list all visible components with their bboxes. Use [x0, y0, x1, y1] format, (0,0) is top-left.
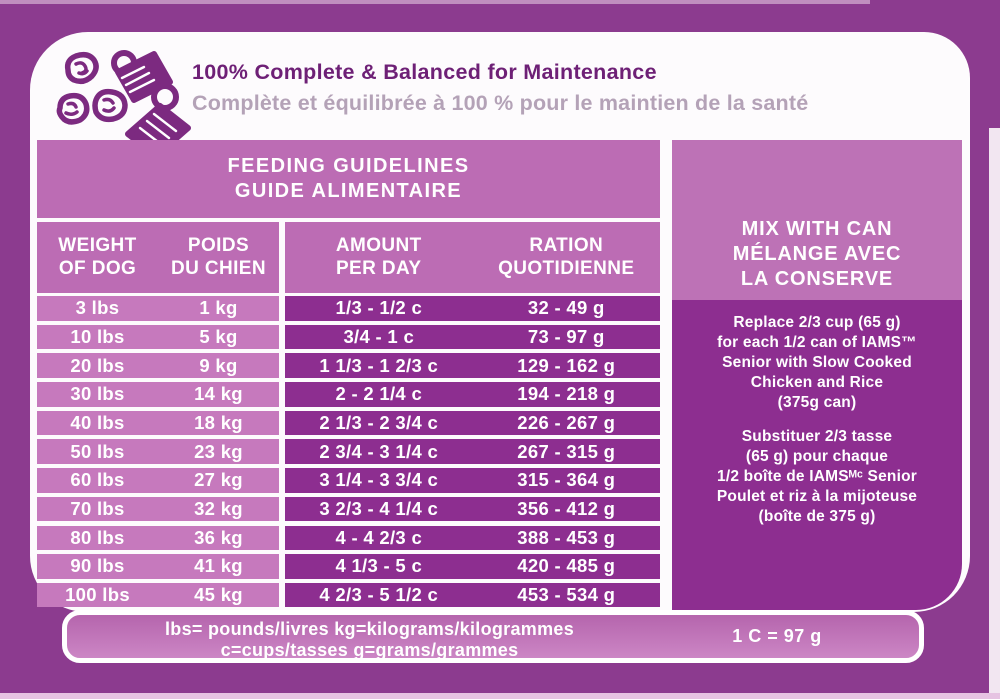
amount-grams: 32 - 49 g	[527, 297, 605, 319]
photo-edge-top	[0, 0, 870, 4]
amount-header-cell: AMOUNT PER DAY RATION QUOTIDIENNE	[285, 222, 660, 293]
table-row: 70 lbs 32 kg 3 2/3 - 4 1/4 c 356 - 412 g	[37, 496, 660, 522]
weight-kg: 9 kg	[199, 354, 238, 376]
mix-instructions-english: Replace 2/3 cup (65 g) for each 1/2 can …	[717, 314, 917, 411]
cup-weight-equivalence: 1 C = 97 g	[732, 626, 822, 646]
weight-kg: 36 kg	[194, 526, 243, 548]
table-row: 90 lbs 41 kg 4 1/3 - 5 c 420 - 485 g	[37, 554, 660, 579]
amount-grams: 267 - 315 g	[517, 440, 616, 462]
amount-cups: 2 3/4 - 3 1/4 c	[319, 440, 439, 462]
units-legend-bar: lbs= pounds/livres kg=kilograms/kilogram…	[62, 610, 924, 663]
table-row: 80 lbs 36 kg 4 - 4 2/3 c 388 - 453 g	[37, 525, 660, 550]
amount-grams: 356 - 412 g	[517, 498, 616, 520]
weight-kg: 18 kg	[194, 412, 243, 433]
col-ration-quotidienne: RATION QUOTIDIENNE	[498, 235, 635, 279]
amount-grams: 453 - 534 g	[517, 584, 616, 606]
amount-cups: 4 - 4 2/3 c	[335, 526, 423, 548]
amount-grams: 129 - 162 g	[517, 354, 616, 376]
amount-cups: 3 1/4 - 3 3/4 c	[319, 469, 439, 491]
weight-kg: 5 kg	[199, 325, 238, 347]
amount-cups: 1/3 - 1/2 c	[335, 297, 423, 319]
amount-cups: 4 2/3 - 5 1/2 c	[319, 584, 439, 606]
weight-header-cell: WEIGHT OF DOG POIDS DU CHIEN	[37, 222, 279, 293]
weight-lbs: 100 lbs	[65, 584, 130, 606]
amount-cups: 3/4 - 1 c	[343, 325, 415, 347]
mix-instructions-french: Substituer 2/3 tasse (65 g) pour chaque …	[716, 428, 918, 525]
weight-lbs: 40 lbs	[70, 412, 125, 433]
claim-title-english: 100% Complete & Balanced for Maintenance	[192, 60, 657, 84]
kibble-and-scoops-icon	[56, 50, 191, 152]
weight-kg: 1 kg	[199, 297, 238, 319]
photo-edge-bottom	[0, 693, 1000, 699]
amount-cups: 2 - 2 1/4 c	[335, 383, 423, 405]
amount-cups: 1 1/3 - 1 2/3 c	[319, 354, 439, 376]
amount-cups: 4 1/3 - 5 c	[335, 555, 423, 577]
amount-grams: 73 - 97 g	[527, 325, 605, 347]
amount-cups: 2 1/3 - 2 3/4 c	[319, 412, 439, 433]
weight-kg: 14 kg	[194, 383, 243, 405]
claim-title-french: Complète et équilibrée à 100 % pour le m…	[192, 91, 809, 115]
photo-edge-right	[989, 128, 1000, 699]
weight-lbs: 50 lbs	[70, 440, 125, 462]
feeding-table-rows: 3 lbs 1 kg 1/3 - 1/2 c 32 - 49 g 10 lbs 5 k…	[37, 296, 660, 608]
table-row: 20 lbs 9 kg 1 1/3 - 1 2/3 c 129 - 162 g	[37, 353, 660, 378]
weight-kg: 23 kg	[194, 440, 243, 462]
table-row: 10 lbs 5 kg 3/4 - 1 c 73 - 97 g	[37, 324, 660, 350]
amount-grams: 226 - 267 g	[517, 412, 616, 433]
table-row: 30 lbs 14 kg 2 - 2 1/4 c 194 - 218 g	[37, 382, 660, 407]
weight-kg: 41 kg	[194, 555, 243, 577]
units-legend-text: lbs= pounds/livres kg=kilograms/kilogram…	[164, 619, 575, 660]
col-weight-of-dog: WEIGHT OF DOG	[58, 235, 137, 279]
weight-lbs: 10 lbs	[70, 325, 125, 347]
weight-lbs: 70 lbs	[70, 498, 125, 520]
weight-kg: 32 kg	[194, 498, 243, 520]
weight-lbs: 80 lbs	[70, 526, 125, 548]
weight-kg: 45 kg	[194, 584, 243, 606]
col-poids-du-chien: POIDS DU CHIEN	[170, 235, 267, 279]
table-title-band: FEEDING GUIDELINES GUIDE ALIMENTAIRE	[37, 140, 660, 218]
col-amount-per-day: AMOUNT PER DAY	[335, 235, 422, 279]
weight-kg: 27 kg	[194, 469, 243, 491]
table-column-headers: WEIGHT OF DOG POIDS DU CHIEN AMOUNT PER …	[37, 222, 660, 293]
weight-lbs: 30 lbs	[70, 383, 125, 405]
table-row: 3 lbs 1 kg 1/3 - 1/2 c 32 - 49 g	[37, 296, 660, 321]
table-row: 40 lbs 18 kg 2 1/3 - 2 3/4 c 226 - 267 g	[37, 410, 660, 436]
weight-lbs: 90 lbs	[70, 555, 125, 577]
weight-lbs: 20 lbs	[70, 354, 125, 376]
table-row: 60 lbs 27 kg 3 1/4 - 3 3/4 c 315 - 364 g	[37, 468, 660, 493]
amount-cups: 3 2/3 - 4 1/4 c	[319, 498, 439, 520]
mix-with-can-title: MIX WITH CAN MÉLANGE AVEC LA CONSERVE	[672, 140, 962, 300]
amount-grams: 388 - 453 g	[517, 526, 616, 548]
mix-with-can-body: Replace 2/3 cup (65 g) for each 1/2 can …	[672, 300, 962, 610]
table-row: 50 lbs 23 kg 2 3/4 - 3 1/4 c 267 - 315 g	[37, 439, 660, 464]
weight-lbs: 60 lbs	[70, 469, 125, 491]
table-row: 100 lbs 45 kg 4 2/3 - 5 1/2 c 453 - 534 g	[37, 582, 660, 608]
amount-grams: 315 - 364 g	[517, 469, 616, 491]
amount-grams: 420 - 485 g	[517, 555, 616, 577]
amount-grams: 194 - 218 g	[517, 383, 616, 405]
weight-lbs: 3 lbs	[75, 297, 120, 319]
